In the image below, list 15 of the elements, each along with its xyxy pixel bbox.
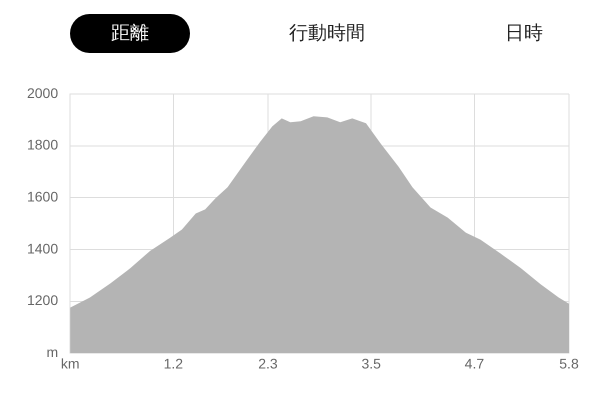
y-tick-label: 2000 — [26, 84, 58, 101]
y-tick-label: 1600 — [26, 188, 58, 205]
x-tick-label: 1.2 — [164, 355, 184, 372]
y-tick-label: 1800 — [26, 136, 58, 153]
y-tick-label: 1400 — [26, 240, 58, 256]
x-tick-label: km — [60, 355, 80, 372]
y-tick-label: 1200 — [26, 292, 58, 308]
text: 行動時間 — [288, 21, 366, 46]
y-tick-label: m — [46, 344, 58, 360]
text: 距離 — [70, 14, 190, 53]
x-tick-label: 4.7 — [464, 355, 484, 372]
x-tick-label: 3.5 — [361, 355, 382, 372]
text: 日時 — [504, 21, 544, 46]
x-tick-label: 5.8 — [559, 355, 579, 372]
x-tick-label: 2.3 — [258, 355, 278, 372]
